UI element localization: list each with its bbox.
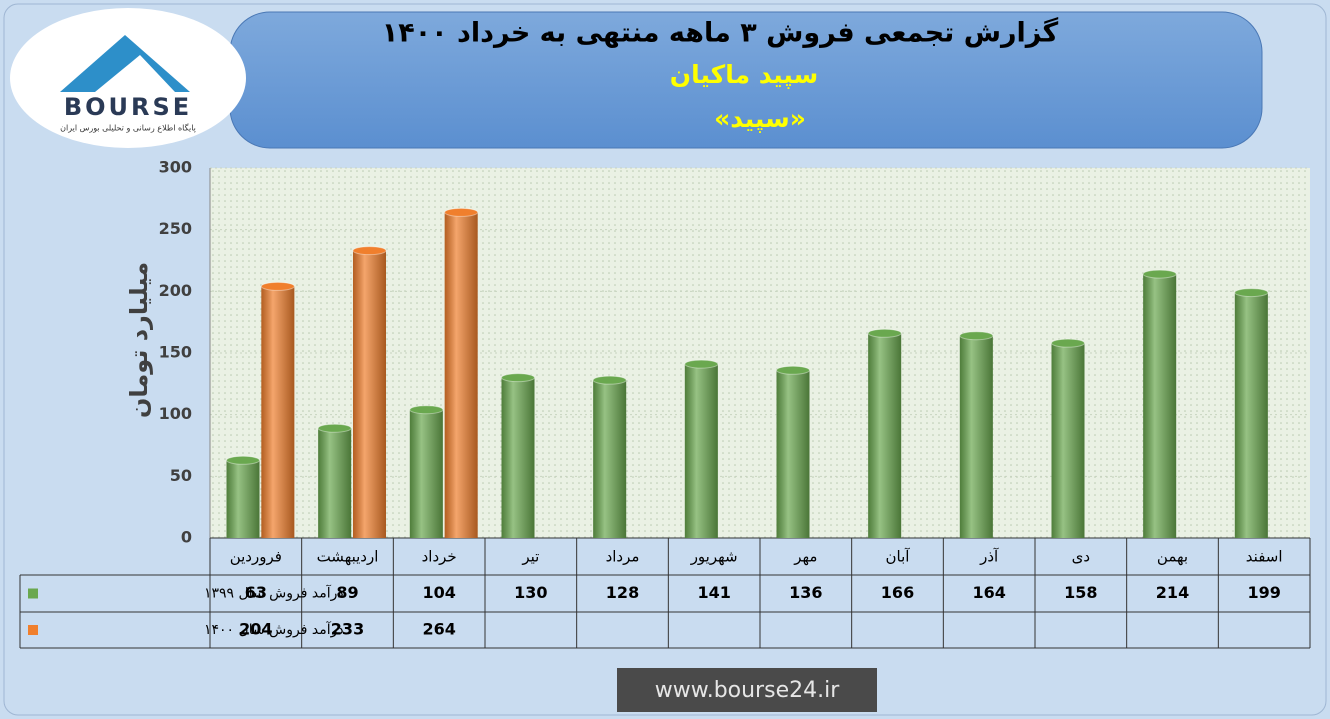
data-label: 166 — [881, 583, 914, 602]
logo-mark — [95, 55, 175, 92]
bar-shade — [593, 380, 627, 538]
y-tick-label: 0 — [181, 528, 192, 547]
bar-cap — [684, 359, 719, 369]
data-label: 136 — [789, 583, 822, 602]
x-tick-label: فروردین — [230, 548, 282, 566]
data-label: 264 — [422, 620, 455, 639]
bar-cap — [592, 375, 627, 385]
data-label: 89 — [336, 583, 358, 602]
bar-cap — [776, 365, 810, 375]
data-label: 204 — [239, 620, 272, 639]
x-tick-label: اسفند — [1246, 548, 1283, 566]
bar-shade — [501, 377, 535, 538]
footer-url: www.bourse24.ir — [655, 678, 840, 703]
bar-cap — [867, 328, 902, 338]
bar-shade — [684, 364, 718, 538]
legend-swatch — [28, 625, 38, 635]
bar-shade — [226, 460, 260, 538]
data-label: 104 — [422, 583, 455, 602]
bar-shade — [318, 428, 352, 538]
bar-cap — [959, 331, 994, 341]
x-tick-label: تیر — [521, 548, 539, 566]
data-label: 214 — [1156, 583, 1189, 602]
bar-shade — [353, 250, 386, 538]
x-tick-label: آذر — [979, 548, 999, 566]
y-tick-label: 50 — [170, 466, 192, 485]
bar-cap — [1051, 338, 1085, 348]
y-tick-label: 150 — [159, 343, 192, 362]
subtitle-2: «سپید» — [714, 104, 806, 133]
legend-label: درآمد فروش سال ۱۳۹۹ — [204, 585, 344, 602]
data-label: 233 — [331, 620, 364, 639]
data-label: 158 — [1064, 583, 1097, 602]
legend-swatch — [28, 588, 38, 599]
data-label: 63 — [245, 583, 267, 602]
x-tick-label: اردیبهشت — [317, 548, 379, 566]
logo-text: BOURSE — [64, 93, 192, 121]
y-axis-label: میلیارد تومان — [125, 262, 153, 418]
x-tick-label: آبان — [886, 548, 911, 566]
bar-cap — [501, 373, 535, 383]
bar-shade — [261, 286, 295, 538]
x-tick-label: دی — [1072, 548, 1090, 566]
x-tick-label: مهر — [793, 548, 817, 566]
y-tick-label: 250 — [159, 219, 192, 238]
bar-shade — [1234, 292, 1268, 538]
bar-shade — [1143, 274, 1177, 538]
bar-cap — [1234, 288, 1269, 298]
bar-shade — [868, 333, 902, 538]
y-tick-label: 300 — [159, 158, 192, 177]
legend-label: درآمد فروش سال ۱۴۰۰ — [204, 621, 344, 638]
x-tick-label: خرداد — [422, 548, 457, 566]
bar-cap — [409, 405, 444, 415]
data-label: 128 — [606, 583, 639, 602]
subtitle: سپید ماکیان — [670, 60, 818, 89]
y-tick-label: 100 — [159, 404, 192, 423]
bar-cap — [352, 246, 387, 256]
bar-shade — [409, 409, 443, 538]
chart-title: گزارش تجمعی فروش ۳ ماهه منتهی به خرداد ۱… — [382, 17, 1059, 49]
y-tick-label: 200 — [159, 281, 192, 300]
bar-shade — [444, 212, 478, 538]
logo-tagline: پایگاه اطلاع رسانی و تحلیلی بورس ایران — [60, 123, 196, 133]
data-label: 141 — [697, 583, 730, 602]
bar-cap — [226, 455, 260, 465]
bar-shade — [959, 335, 993, 538]
bar-cap — [1142, 269, 1177, 279]
x-tick-label: شهریور — [690, 548, 738, 566]
x-tick-label: مرداد — [606, 548, 640, 566]
bar-cap — [317, 423, 352, 433]
bar-shade — [1051, 343, 1085, 538]
bar-cap — [260, 281, 295, 291]
data-label: 199 — [1247, 583, 1280, 602]
x-tick-label: بهمن — [1157, 548, 1188, 566]
data-label: 164 — [972, 583, 1005, 602]
data-label: 130 — [514, 583, 547, 602]
bar-cap — [444, 207, 479, 217]
footer-box — [617, 668, 877, 712]
bar-shade — [776, 370, 810, 538]
